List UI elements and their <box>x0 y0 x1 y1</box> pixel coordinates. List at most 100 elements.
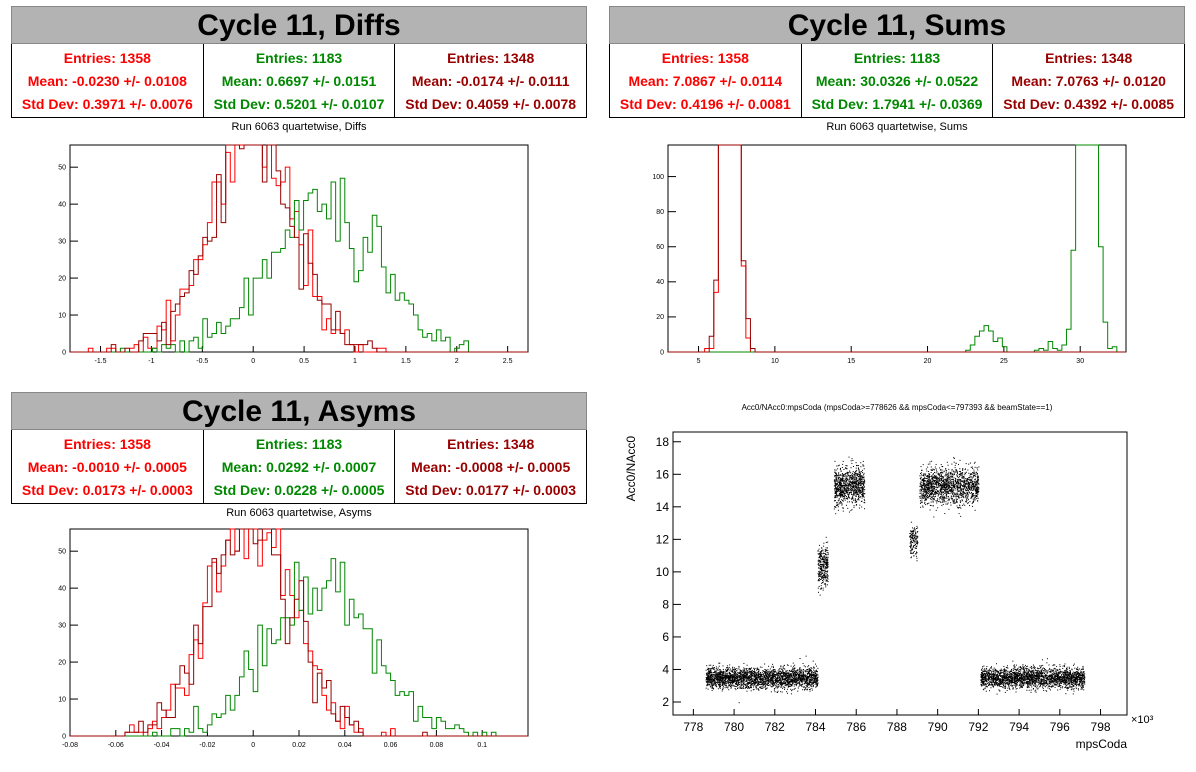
scatter-point <box>802 676 804 678</box>
scatter-point <box>777 681 779 683</box>
scatter-point <box>798 675 800 677</box>
scatter-point <box>794 667 796 669</box>
scatter-point <box>919 475 921 477</box>
scatter-point <box>709 680 711 682</box>
scatter-point <box>754 682 756 684</box>
scatter-point <box>797 682 799 684</box>
scatter-point <box>955 485 957 487</box>
scatter-point <box>773 672 775 674</box>
scatter-point <box>839 479 841 481</box>
x-tick-label: 796 <box>1050 720 1070 734</box>
scatter-point <box>953 492 955 494</box>
scatter-point <box>739 669 741 671</box>
scatter-point <box>845 491 847 493</box>
scatter-point <box>775 670 777 672</box>
scatter-point <box>975 492 977 494</box>
scatter-point <box>962 474 964 476</box>
scatter-point <box>929 461 931 463</box>
x-tick-label: -0.06 <box>108 742 124 749</box>
scatter-point <box>795 685 797 687</box>
scatter-point <box>845 472 847 474</box>
scatter-point <box>855 489 857 491</box>
scatter-point <box>932 476 934 478</box>
stat-std: Std Dev: 0.5201 +/- 0.0107 <box>213 95 385 112</box>
scatter-point <box>739 671 741 673</box>
scatter-point <box>945 472 947 474</box>
scatter-point <box>824 576 826 578</box>
scatter-point <box>820 554 822 556</box>
scatter-point <box>842 489 844 491</box>
scatter-point <box>735 682 737 684</box>
scatter-point <box>729 676 731 678</box>
scatter-point <box>721 683 723 685</box>
scatter-point <box>747 687 749 689</box>
scatter-point <box>719 672 721 674</box>
scatter-point <box>845 467 847 469</box>
scatter-point <box>756 674 758 676</box>
scatter-point <box>930 504 932 506</box>
scatter-point <box>835 496 837 498</box>
scatter-point <box>782 667 784 669</box>
scatter-point <box>809 688 811 690</box>
scatter-point <box>813 677 815 679</box>
scatter-point <box>716 668 718 670</box>
scatter-point <box>779 670 781 672</box>
scatter-point <box>916 557 918 559</box>
scatter-point <box>729 685 731 687</box>
scatter-point <box>936 485 938 487</box>
scatter-point <box>802 672 804 674</box>
scatter-point <box>714 683 716 685</box>
scatter-point <box>722 688 724 690</box>
scatter-point <box>858 496 860 498</box>
scatter-point <box>838 481 840 483</box>
scatter-point <box>966 499 968 501</box>
scatter-point <box>850 484 852 486</box>
scatter-point <box>806 678 808 680</box>
scatter-point <box>801 679 803 681</box>
scatter-point <box>958 506 960 508</box>
x-tick-label: 782 <box>765 720 785 734</box>
y-tick-label: 2 <box>662 695 669 709</box>
scatter-point <box>711 674 713 676</box>
scatter-point <box>819 560 821 562</box>
scatter-point <box>819 561 821 563</box>
scatter-point <box>842 492 844 494</box>
scatter-point <box>822 589 824 591</box>
scatter-point <box>781 691 783 693</box>
scatter-point <box>929 495 931 497</box>
scatter-point <box>850 483 852 485</box>
scatter-point <box>844 483 846 485</box>
scatter-point <box>794 678 796 680</box>
scatter-point <box>826 564 828 566</box>
scatter-point <box>756 688 758 690</box>
scatter-point <box>977 490 979 492</box>
scatter-point <box>949 477 951 479</box>
scatter-point <box>810 684 812 686</box>
scatter-point <box>792 667 794 669</box>
scatter-point <box>910 550 912 552</box>
plot-frame <box>672 431 1128 716</box>
scatter-point <box>843 486 845 488</box>
scatter-point <box>915 555 917 557</box>
scatter-point <box>731 676 733 678</box>
scatter-point <box>792 662 794 664</box>
scatter-point <box>845 492 847 494</box>
scatter-point <box>863 474 865 476</box>
scatter-point <box>749 682 751 684</box>
scatter-point <box>725 679 727 681</box>
scatter-point <box>763 684 765 686</box>
scatter-point <box>841 475 843 477</box>
scatter-point <box>753 679 755 681</box>
scatter-point <box>961 476 963 478</box>
scatter-point <box>939 484 941 486</box>
scatter-point <box>842 490 844 492</box>
scatter-point <box>735 684 737 686</box>
scatter-point <box>858 479 860 481</box>
scatter-point <box>910 552 912 554</box>
scatter-point <box>764 677 766 679</box>
scatter-point <box>746 670 748 672</box>
scatter-point <box>848 474 850 476</box>
scatter-point <box>782 671 784 673</box>
scatter-point <box>707 680 709 682</box>
scatter-point <box>793 673 795 675</box>
